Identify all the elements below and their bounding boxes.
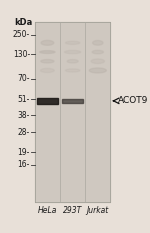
Ellipse shape — [41, 40, 54, 45]
Text: 250-: 250- — [13, 30, 30, 39]
Ellipse shape — [40, 69, 54, 72]
Text: kDa: kDa — [14, 18, 33, 27]
Ellipse shape — [91, 59, 105, 64]
Ellipse shape — [65, 69, 80, 72]
Text: ACOT9: ACOT9 — [118, 96, 148, 105]
Ellipse shape — [93, 41, 103, 45]
Ellipse shape — [41, 59, 54, 63]
Text: 293T: 293T — [63, 206, 82, 215]
Text: 16-: 16- — [18, 160, 30, 169]
Bar — [35, 22, 110, 202]
Text: 51-: 51- — [18, 95, 30, 104]
Text: HeLa: HeLa — [38, 206, 57, 215]
Text: 38-: 38- — [18, 111, 30, 120]
Ellipse shape — [65, 50, 81, 54]
Text: 130-: 130- — [13, 50, 30, 59]
Ellipse shape — [92, 50, 103, 54]
Ellipse shape — [89, 68, 106, 73]
Text: 70-: 70- — [18, 74, 30, 83]
Text: Jurkat: Jurkat — [87, 206, 109, 215]
Ellipse shape — [65, 41, 80, 45]
Bar — [37, 98, 58, 104]
Ellipse shape — [67, 59, 78, 63]
Ellipse shape — [40, 51, 55, 53]
Text: 19-: 19- — [18, 148, 30, 157]
Bar — [62, 99, 83, 103]
Text: 28-: 28- — [18, 128, 30, 137]
